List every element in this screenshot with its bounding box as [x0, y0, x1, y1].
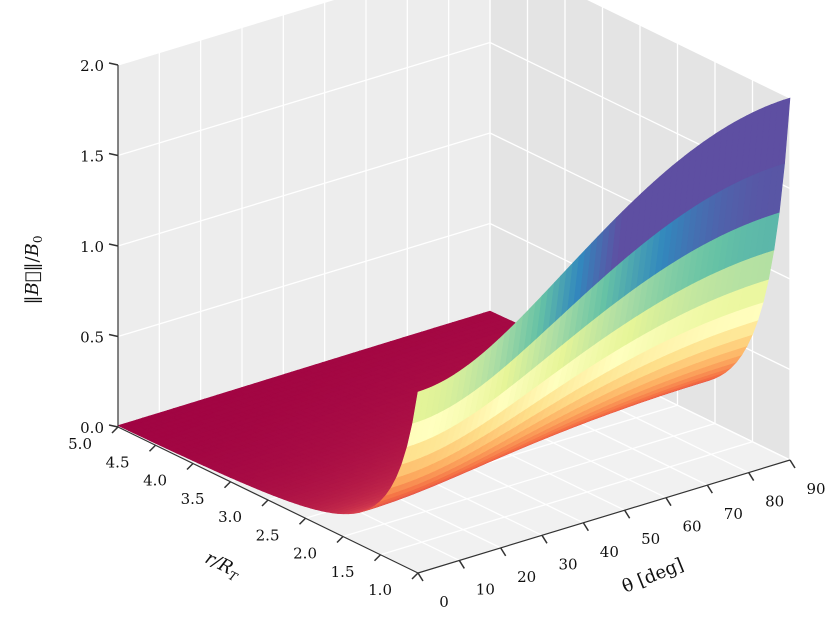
x-tick-label: 90	[806, 480, 825, 498]
x-axis-title: θ [deg]	[619, 554, 686, 598]
x-tick-label: 80	[765, 493, 784, 511]
y-axis-title: r/RT	[201, 548, 245, 585]
surface-facet	[778, 97, 791, 166]
x-tick	[624, 509, 631, 519]
grid-line-y-floor	[380, 441, 753, 556]
x-tick-label: 0	[439, 593, 449, 611]
grid-line-z-back	[117, 0, 335, 66]
tick-marks	[108, 62, 796, 582]
z-tick	[108, 333, 119, 338]
y-tick	[411, 572, 419, 580]
y-tick-label: 3.0	[218, 508, 242, 526]
x-tick	[706, 484, 713, 494]
y-tick	[298, 517, 307, 525]
z-tick	[108, 152, 119, 157]
z-tick-label: 1.5	[80, 148, 104, 166]
x-tick	[458, 560, 465, 569]
x-tick	[417, 572, 424, 582]
z-tick-label: 1.0	[80, 238, 104, 256]
x-tick-label: 50	[641, 530, 660, 548]
z-tick-label: 0.0	[80, 419, 104, 437]
grid-line-y-floor	[342, 422, 716, 538]
y-tick	[223, 481, 232, 489]
y-tick-label: 3.5	[181, 490, 205, 508]
y-tick-label: 1.5	[331, 563, 355, 581]
grid-line-z-back	[117, 41, 491, 157]
y-tick-label: 2.5	[256, 526, 280, 544]
z-tick-label: 0.5	[80, 329, 104, 347]
y-tick-label: 4.0	[143, 472, 167, 490]
z-tick-label: 2.0	[80, 57, 104, 75]
y-tick	[111, 426, 119, 434]
x-tick	[748, 472, 755, 481]
x-tick-label: 30	[558, 555, 577, 573]
x-tick-label: 70	[724, 505, 743, 523]
y-tick-label: 1.0	[368, 581, 392, 599]
x-tick	[582, 522, 589, 532]
y-tick-label: 5.0	[68, 435, 92, 453]
y-tick	[186, 462, 194, 471]
y-tick-label: 2.0	[293, 545, 317, 563]
x-axis-line	[417, 459, 791, 574]
x-tick	[500, 547, 507, 557]
x-tick-label: 10	[476, 580, 495, 598]
y-tick	[336, 535, 344, 544]
x-tick-label: 40	[600, 543, 619, 561]
y-tick	[261, 499, 269, 507]
x-tick-label: 60	[682, 518, 701, 536]
y-tick-label: 4.5	[106, 453, 130, 471]
back-pane	[118, 0, 490, 427]
z-tick	[108, 424, 119, 428]
z-tick	[108, 62, 119, 66]
surface-mesh	[117, 97, 791, 515]
x-tick	[541, 534, 548, 544]
x-tick-label: 20	[517, 568, 536, 586]
grid-line-z-side	[587, 0, 791, 99]
y-tick	[373, 554, 382, 562]
z-tick	[108, 243, 119, 247]
x-tick	[789, 459, 796, 469]
x-tick	[665, 497, 672, 507]
grid-line-z-back	[117, 222, 491, 338]
z-axis-title: ‖B⃗‖/B0	[22, 236, 45, 305]
y-tick	[148, 444, 157, 452]
tick-labels: 0 10 20 30 40 50 60 70 80 90 1.0 1.5 2.0 2.5 3.0 3.5 4.0…	[68, 57, 825, 611]
grid-line-z-back	[117, 132, 491, 247]
